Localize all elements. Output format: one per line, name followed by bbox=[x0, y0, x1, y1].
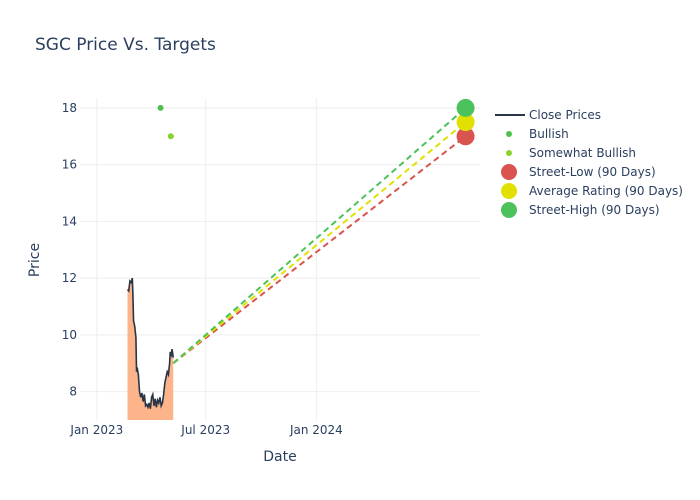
street-high-target-marker bbox=[456, 98, 475, 117]
legend-swatch-point bbox=[506, 150, 512, 156]
average-rating-target-line bbox=[172, 121, 467, 365]
x-tick-labels: Jan 2023 Jul 2023 Jan 2024 bbox=[69, 423, 342, 437]
area-layer bbox=[127, 278, 174, 420]
x-axis-title: Date bbox=[263, 449, 296, 465]
street-low-target-line bbox=[172, 135, 467, 365]
legend-swatch-point bbox=[506, 131, 512, 137]
bullish-point bbox=[157, 104, 164, 111]
average-rating-target-marker bbox=[456, 113, 475, 132]
y-tick-label: 14 bbox=[62, 214, 77, 228]
grid-layer bbox=[80, 98, 480, 420]
legend-swatch-target bbox=[501, 202, 517, 218]
target-layer bbox=[172, 107, 467, 365]
legend: Close Prices Bullish Somewhat Bullish Stree… bbox=[495, 108, 683, 218]
close-price-area bbox=[127, 278, 174, 420]
legend-label: Close Prices bbox=[529, 108, 601, 122]
chart-title: SGC Price Vs. Targets bbox=[35, 35, 216, 55]
somewhat-bullish-point bbox=[167, 133, 174, 140]
legend-label: Somewhat Bullish bbox=[529, 146, 636, 160]
legend-label: Street-Low (90 Days) bbox=[529, 165, 656, 179]
x-tick-label: Jan 2024 bbox=[289, 423, 343, 437]
street-low-target-marker bbox=[456, 127, 475, 146]
street-high-target-line bbox=[172, 107, 467, 365]
x-tick-label: Jul 2023 bbox=[180, 423, 230, 437]
y-tick-label: 16 bbox=[62, 158, 77, 172]
legend-swatch-target bbox=[501, 183, 517, 199]
legend-label: Street-High (90 Days) bbox=[529, 203, 660, 217]
y-tick-label: 8 bbox=[69, 385, 77, 399]
close-price-line bbox=[126, 277, 175, 410]
legend-swatch-target bbox=[501, 164, 517, 180]
y-tick-label: 10 bbox=[62, 328, 77, 342]
y-axis-title: Price bbox=[27, 243, 43, 277]
point-layer bbox=[157, 98, 475, 146]
legend-label: Average Rating (90 Days) bbox=[529, 184, 683, 198]
x-tick-label: Jan 2023 bbox=[69, 423, 123, 437]
line-layer bbox=[126, 277, 175, 410]
y-tick-label: 18 bbox=[62, 101, 77, 115]
legend-label: Bullish bbox=[529, 127, 569, 141]
y-tick-label: 12 bbox=[62, 271, 77, 285]
y-tick-labels: 8 10 12 14 16 18 bbox=[62, 101, 77, 399]
